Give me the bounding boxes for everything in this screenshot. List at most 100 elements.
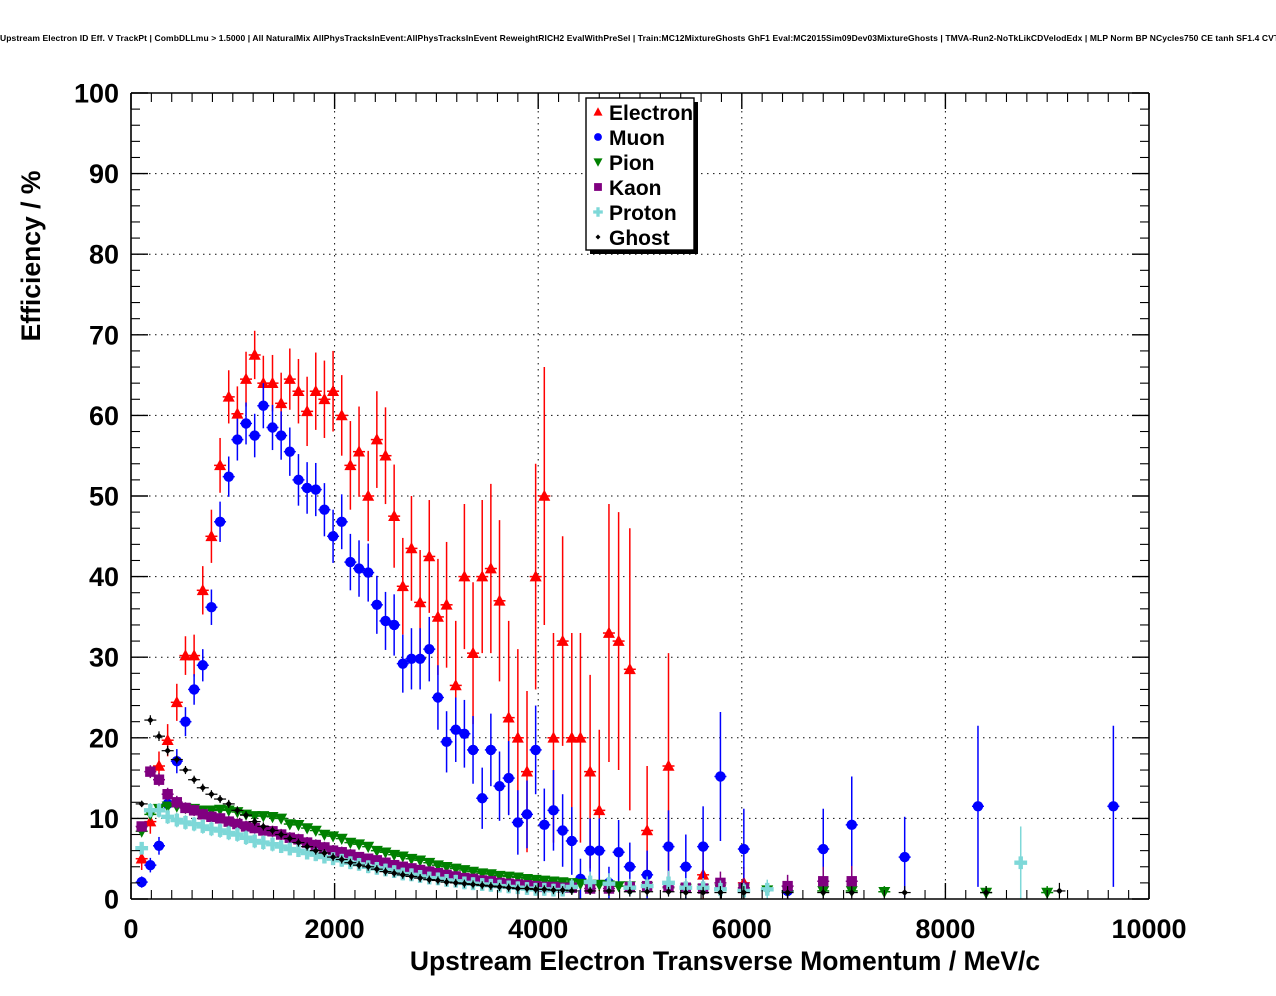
data-marker-circle: [548, 805, 559, 816]
data-marker-triangle-down: [222, 805, 235, 817]
data-marker-circle: [397, 658, 409, 669]
data-marker-circle: [327, 531, 339, 542]
axis-layer: [130, 92, 1150, 900]
data-marker-cross: [274, 840, 288, 854]
data-marker-cross: [662, 876, 675, 890]
data-marker-triangle-down: [309, 825, 322, 837]
data-marker-triangle-down: [283, 819, 296, 831]
data-marker-square: [232, 818, 243, 830]
data-marker-square: [188, 805, 200, 816]
data-marker-cross: [1014, 856, 1028, 870]
data-marker-circle: [512, 817, 524, 828]
data-marker-diamond-small: [338, 856, 346, 863]
data-marker-circle: [414, 653, 426, 665]
data-marker-triangle-up: [511, 731, 524, 743]
data-marker-diamond-small: [505, 884, 512, 892]
data-marker-square: [136, 821, 147, 832]
x-tick-label: 2000: [305, 914, 365, 944]
series-muon: [135, 383, 1120, 899]
data-marker-circle: [249, 430, 260, 441]
data-marker-diamond-small: [523, 885, 531, 892]
data-marker-circle: [494, 780, 505, 792]
data-marker-triangle-up: [623, 662, 636, 675]
legend-entry-electron[interactable]: Electron: [593, 102, 694, 125]
legend-label: Electron: [609, 102, 693, 125]
data-marker-cross: [300, 846, 314, 860]
data-marker-triangle-up: [266, 376, 279, 388]
data-marker-circle: [310, 484, 321, 495]
data-marker-cross: [248, 834, 262, 848]
data-marker-square: [327, 845, 339, 856]
data-marker-triangle-up: [662, 759, 675, 771]
data-marker-triangle-up: [144, 815, 157, 827]
data-marker-circle: [136, 876, 147, 888]
legend-entry-kaon[interactable]: Kaon: [594, 177, 662, 200]
data-marker-triangle-up: [335, 409, 348, 421]
data-marker-square: [153, 774, 165, 785]
data-marker-circle: [362, 567, 374, 578]
data-marker-square: [214, 813, 226, 824]
legend-entry-proton[interactable]: Proton: [593, 202, 677, 225]
data-marker-triangle-up: [529, 570, 542, 582]
data-marker-triangle-up: [344, 458, 357, 471]
data-marker-triangle-down: [538, 875, 551, 887]
data-marker-cross: [205, 822, 218, 836]
data-marker-triangle-down: [449, 863, 462, 875]
data-marker-circle: [521, 809, 533, 820]
data-marker-diamond-small: [321, 849, 328, 857]
data-marker-circle: [584, 845, 596, 856]
data-marker-diamond-small: [643, 888, 651, 896]
data-marker-circle: [336, 516, 347, 527]
data-marker-diamond-small: [277, 831, 285, 838]
data-marker-diamond-small: [487, 882, 495, 890]
data-marker-diamond-small: [260, 823, 267, 830]
data-marker-square: [171, 797, 183, 808]
data-marker-triangle-up: [283, 372, 296, 384]
legend-entry-ghost[interactable]: Ghost: [595, 227, 670, 250]
legend-entry-pion[interactable]: Pion: [593, 152, 655, 175]
data-marker-cross: [583, 875, 597, 889]
data-marker-diamond-small: [699, 889, 707, 896]
data-marker-square: [362, 853, 374, 864]
data-marker-triangle-up: [431, 610, 444, 622]
data-marker-diamond-small: [190, 776, 198, 784]
data-marker-circle: [594, 133, 602, 141]
data-marker-diamond-small: [461, 880, 468, 887]
data-marker-diamond-small: [514, 885, 522, 892]
data-marker-square: [380, 857, 391, 868]
data-marker-triangle-down: [353, 839, 366, 851]
data-marker-square: [162, 789, 173, 800]
data-marker-triangle-up: [584, 765, 597, 777]
data-marker-triangle-up: [161, 733, 174, 746]
data-marker-cross: [161, 810, 175, 824]
data-marker-triangle-down: [327, 831, 340, 843]
data-marker-square: [223, 816, 234, 827]
data-marker-circle: [846, 819, 857, 831]
data-marker-square: [180, 802, 191, 814]
data-marker-triangle-up: [257, 376, 270, 388]
data-marker-square: [818, 876, 829, 887]
data-marker-triangle-down: [574, 878, 587, 891]
data-marker-diamond-small: [182, 766, 189, 774]
data-marker-diamond-small: [286, 835, 294, 842]
data-marker-diamond-small: [382, 868, 389, 875]
data-marker-triangle-up: [327, 384, 340, 397]
data-marker-diamond-small: [355, 861, 363, 869]
data-marker-diamond-small: [347, 859, 354, 867]
data-marker-circle: [371, 599, 383, 611]
data-marker-diamond-small: [164, 747, 171, 754]
data-marker-triangle-down: [214, 804, 227, 816]
data-marker-triangle-down: [493, 870, 506, 883]
data-marker-triangle-up: [538, 489, 551, 501]
data-marker-triangle-down: [362, 841, 375, 854]
data-marker-diamond-small: [373, 865, 381, 873]
data-marker-triangle-up: [196, 583, 209, 596]
data-marker-triangle-down: [257, 811, 270, 823]
data-marker-triangle-up: [170, 695, 183, 708]
legend-entry-muon[interactable]: Muon: [594, 127, 665, 150]
data-marker-cross: [266, 837, 279, 851]
data-marker-circle: [206, 602, 217, 613]
data-marker-circle: [663, 841, 674, 852]
data-marker-triangle-down: [248, 811, 261, 823]
